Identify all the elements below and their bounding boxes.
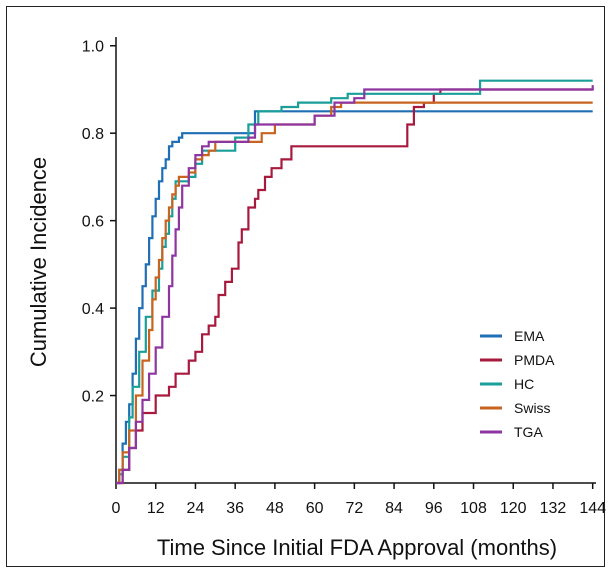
y-axis-title: Cumulative Incidence	[26, 157, 51, 367]
x-tick-label: 36	[226, 500, 244, 517]
legend-label-hc: HC	[514, 376, 534, 392]
x-tick-label: 12	[147, 500, 165, 517]
x-tick-label: 108	[460, 500, 487, 517]
x-tick-label: 60	[306, 500, 324, 517]
legend-label-swiss: Swiss	[514, 400, 551, 416]
x-tick-label: 48	[266, 500, 284, 517]
legend-label-pmda: PMDA	[514, 352, 555, 368]
x-tick-label: 84	[385, 500, 403, 517]
legend: EMA PMDA HC Swiss TGA	[480, 328, 555, 440]
x-tick-label: 24	[187, 500, 205, 517]
x-tick-label: 0	[112, 500, 121, 517]
y-tick-label: 1.0	[82, 39, 104, 56]
x-tick-label: 144	[579, 500, 606, 517]
series-layer	[116, 79, 594, 485]
legend-label-tga: TGA	[514, 424, 543, 440]
axes: 0.2 0.4 0.6 0.8 1.0 0 12 24 36 48 60 72 84 96 108 120 13…	[82, 37, 606, 517]
series-line-swiss	[116, 101, 593, 485]
x-axis-title: Time Since Initial FDA Approval (months)	[157, 535, 557, 560]
legend-label-ema: EMA	[514, 328, 545, 344]
y-tick-label: 0.2	[82, 389, 104, 406]
x-tick-label: 72	[345, 500, 363, 517]
chart-frame	[6, 6, 605, 567]
series-line-pmda	[116, 88, 593, 485]
x-tick-label: 132	[540, 500, 567, 517]
y-tick-label: 0.4	[82, 301, 104, 318]
series-line-hc	[116, 79, 593, 485]
series-line-tga	[116, 85, 594, 485]
y-tick-label: 0.6	[82, 214, 104, 231]
y-tick-label: 0.8	[82, 126, 104, 143]
x-tick-label: 96	[425, 500, 443, 517]
x-tick-label: 120	[500, 500, 527, 517]
